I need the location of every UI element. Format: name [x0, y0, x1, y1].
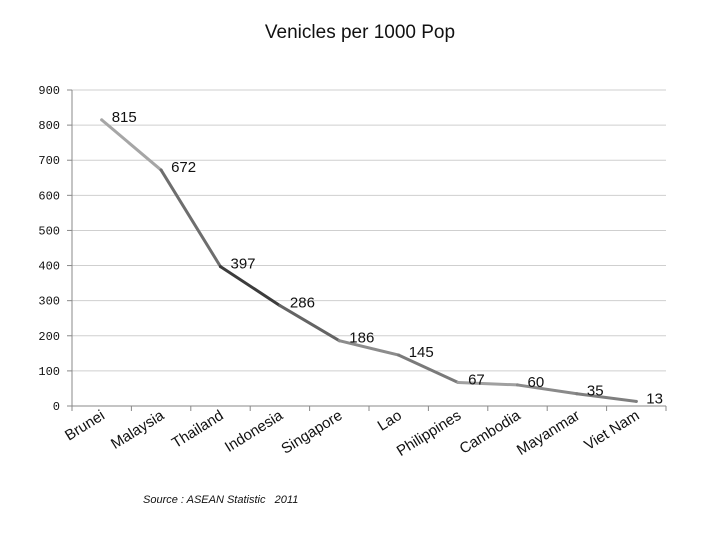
data-point	[634, 399, 638, 403]
line-segment	[100, 118, 163, 172]
x-category-label: Singapore	[278, 407, 345, 458]
line-segment	[397, 353, 460, 384]
data-point	[516, 383, 519, 387]
source-label: Source :	[143, 494, 184, 506]
y-tick-label: 500	[38, 224, 60, 238]
y-tick-label: 400	[38, 260, 60, 274]
chart-title: Venicles per 1000 Pop	[264, 22, 456, 43]
x-category-label: Brunei	[62, 407, 108, 444]
data-point	[575, 392, 579, 396]
line-segment	[337, 339, 401, 357]
x-category-label: Viet Nam	[581, 407, 642, 454]
y-tick-label: 700	[38, 154, 60, 168]
y-tick-label: 200	[38, 330, 60, 344]
data-point	[456, 380, 460, 384]
y-tick-label: 800	[38, 119, 60, 133]
y-tick-label: 900	[38, 84, 60, 98]
axes: 0 100 200 300 400 500 600 700 800 900 Brunei Malays…	[38, 84, 667, 460]
data-point	[159, 168, 163, 172]
data-label: 815	[112, 109, 137, 126]
data-labels: 815 672 397 286 186 145 67 60 35 13	[112, 109, 663, 408]
line-segment	[575, 392, 638, 403]
x-category-label: Mayanmar	[514, 407, 583, 459]
data-point	[100, 118, 104, 122]
y-tick-label: 600	[38, 189, 60, 203]
gridlines	[72, 89, 666, 372]
data-label: 186	[349, 330, 374, 347]
data-label: 60	[528, 374, 545, 391]
data-label: 35	[587, 383, 604, 400]
source-note: Source : ASEAN Statistic 2011	[143, 494, 298, 506]
line-segment	[159, 168, 222, 269]
data-point	[337, 339, 341, 343]
data-label: 286	[290, 295, 315, 312]
y-tick-label: 0	[53, 400, 60, 414]
data-label: 13	[646, 390, 663, 407]
y-tick-label: 300	[38, 295, 60, 309]
x-category-label: Thailand	[169, 407, 227, 452]
line-segment	[278, 304, 341, 343]
y-tick-label: 100	[38, 365, 60, 379]
x-category-label: Malaysia	[108, 407, 168, 453]
line-segment	[219, 265, 282, 308]
line-segment	[516, 383, 579, 396]
x-category-label: Cambodia	[457, 407, 525, 458]
data-point	[278, 304, 282, 308]
data-label: 145	[409, 344, 434, 361]
data-label: 397	[231, 256, 256, 273]
data-series	[100, 118, 638, 403]
source-text: ASEAN Statistic 2011	[186, 494, 299, 506]
line-segment	[456, 380, 519, 387]
data-label: 672	[171, 159, 196, 176]
x-category-label: Indonesia	[222, 407, 287, 456]
x-category-label: Lao	[375, 407, 405, 435]
data-point	[397, 353, 401, 357]
data-label: 67	[468, 371, 485, 388]
data-point	[219, 265, 222, 269]
x-category-label: Philippines	[394, 407, 465, 460]
